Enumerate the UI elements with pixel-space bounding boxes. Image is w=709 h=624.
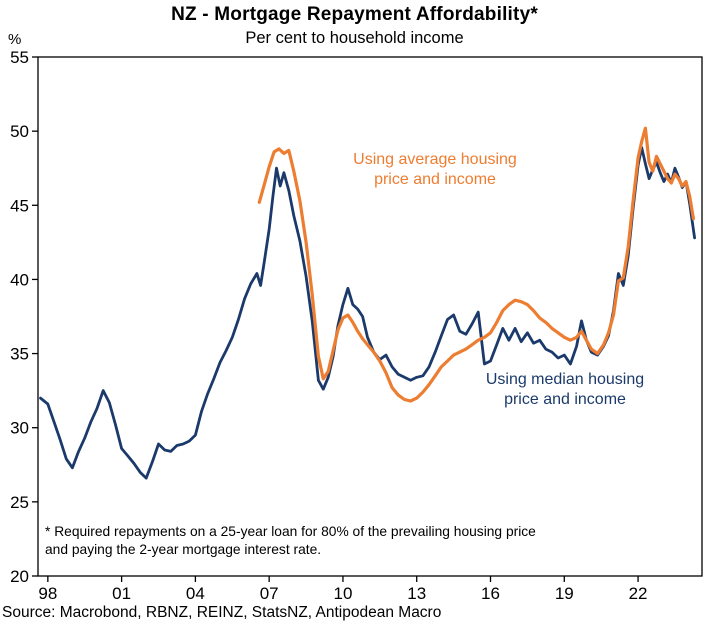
y-tick-label: 50: [10, 122, 29, 141]
y-tick-label: 40: [10, 270, 29, 289]
average-series-line: [257, 126, 696, 403]
x-tick-label: 19: [555, 584, 574, 603]
x-tick-label: 98: [38, 584, 57, 603]
y-axis-unit-label: %: [8, 31, 22, 48]
footnote: * Required repayments on a 25-year loan …: [45, 524, 536, 558]
source-line: Source: Macrobond, RBNZ, REINZ, StatsNZ,…: [2, 604, 442, 621]
y-tick-label: 25: [10, 493, 29, 512]
x-tick-label: 01: [112, 584, 131, 603]
x-tick-label: 07: [260, 584, 279, 603]
x-tick-label: 04: [186, 584, 205, 603]
y-tick-label: 30: [10, 419, 29, 438]
average-annotation: Using average housing price and income: [353, 151, 517, 188]
y-tick-label: 35: [10, 345, 29, 364]
chart-subtitle: Per cent to household income: [245, 29, 464, 47]
median-series-line: [39, 146, 696, 480]
x-tick-label: 22: [629, 584, 648, 603]
x-tick-label: 16: [481, 584, 500, 603]
y-tick-label: 45: [10, 196, 29, 215]
y-tick-label: 20: [10, 567, 29, 586]
median-annotation: Using median housing price and income: [485, 371, 645, 408]
chart-title: NZ - Mortgage Repayment Affordability*: [171, 4, 538, 25]
plot-frame: [37, 56, 703, 577]
x-tick-label: 10: [333, 584, 352, 603]
y-tick-label: 55: [10, 48, 29, 67]
x-tick-label: 13: [407, 584, 426, 603]
